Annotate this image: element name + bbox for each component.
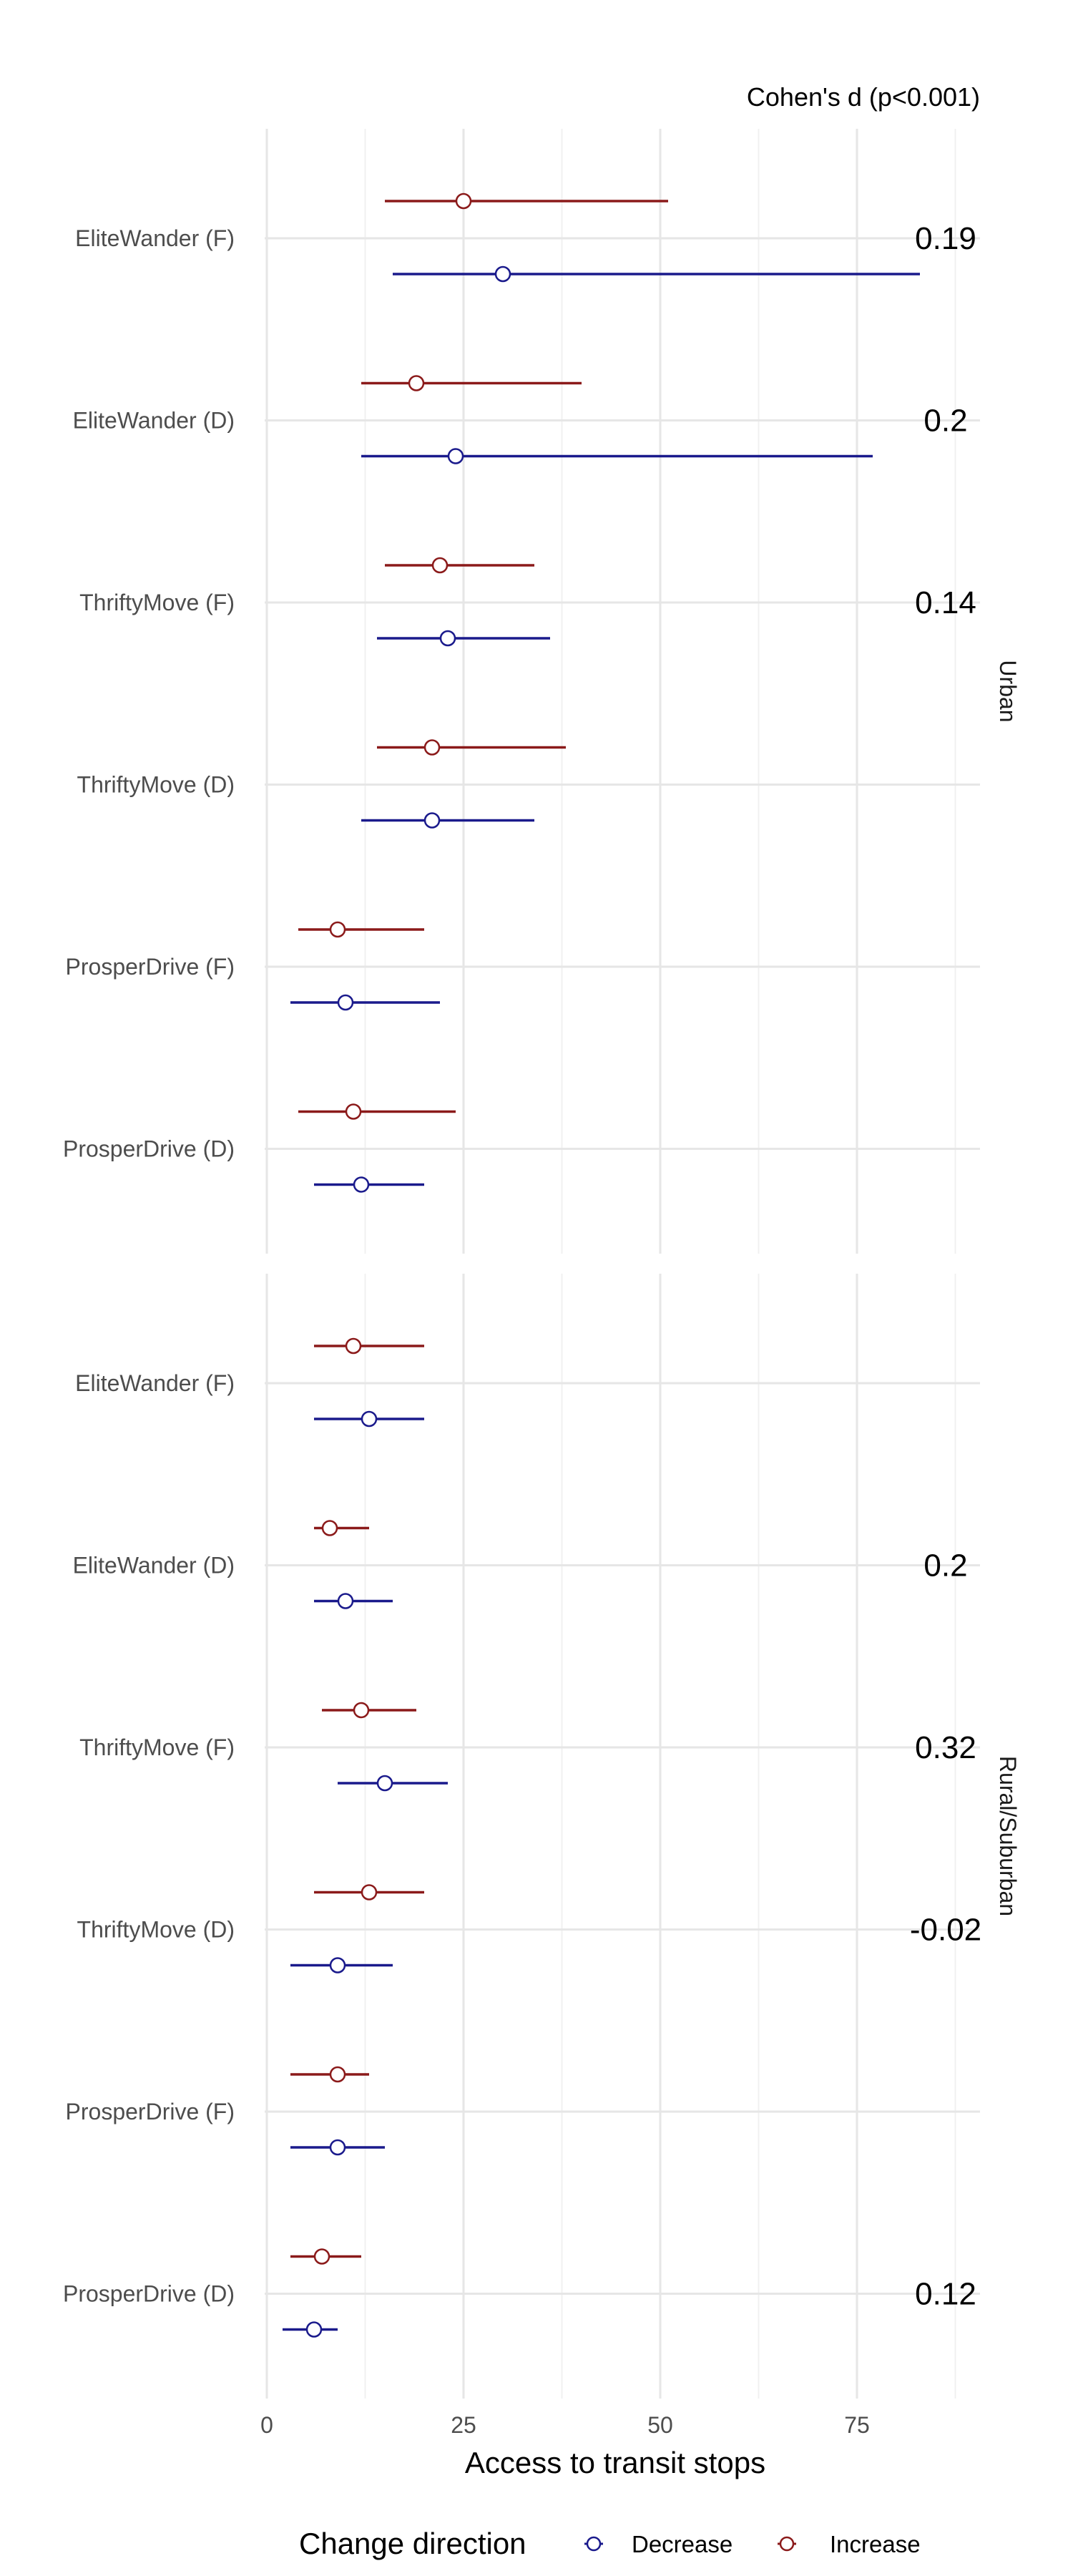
point-increase [455,192,472,210]
legend-title: Change direction [299,2527,526,2560]
point-decrease [494,265,511,283]
point-decrease [329,2139,346,2156]
point-decrease [423,812,441,829]
category-label: ProsperDrive (D) [63,1136,235,1162]
point-decrease [361,1410,378,1428]
x-axis-title: Access to transit stops [465,2446,765,2479]
effect-size-header: Cohen's d (p<0.001) [747,82,980,112]
point-decrease [305,2321,323,2338]
point-decrease [329,1957,346,1974]
effect-size-label: 0.12 [915,2277,976,2312]
category-label: ProsperDrive (F) [66,2099,235,2124]
point-increase [313,2248,330,2265]
effect-size-label: 0.2 [923,1548,967,1584]
point-decrease [376,1775,393,1792]
effect-size-label: 0.14 [915,585,976,620]
effect-size-label: 0.32 [915,1730,976,1765]
point-increase [329,2066,346,2083]
point-increase [345,1103,362,1120]
point-increase [408,375,425,391]
point-increase [329,921,346,938]
effect-size-label: 0.2 [923,404,967,439]
category-label: EliteWander (F) [75,225,235,251]
point-decrease [337,994,354,1011]
point-increase [321,1520,338,1536]
point-increase [345,1337,362,1355]
x-tick-label: 75 [844,2412,870,2438]
legend-key-point [779,2536,795,2552]
effect-size-label: -0.02 [910,1913,981,1948]
category-label: ProsperDrive (D) [63,2281,235,2307]
category-label: EliteWander (D) [73,1553,235,1579]
point-increase [353,1702,370,1719]
x-tick-label: 25 [451,2412,476,2438]
point-increase [423,739,441,756]
panel-label: Urban [995,660,1021,722]
category-label: ThriftyMove (F) [79,1735,235,1760]
point-decrease [439,630,456,647]
effect-size-label: 0.19 [915,221,976,256]
point-decrease [337,1593,354,1609]
point-decrease [447,448,464,464]
category-label: ThriftyMove (F) [79,590,235,615]
point-increase [361,1884,378,1901]
x-tick-label: 50 [647,2412,673,2438]
legend-key-point [586,2536,602,2552]
x-tick-label: 0 [260,2412,273,2438]
panel-label: Rural/Suburban [995,1756,1021,1916]
legend-label: Decrease [632,2531,733,2557]
legend-label: Increase [830,2531,921,2557]
category-label: ProsperDrive (F) [66,954,235,980]
category-label: EliteWander (F) [75,1370,235,1396]
category-label: ThriftyMove (D) [77,1917,235,1943]
point-decrease [353,1176,370,1193]
category-label: EliteWander (D) [73,408,235,434]
category-label: ThriftyMove (D) [77,772,235,798]
point-increase [431,557,449,574]
